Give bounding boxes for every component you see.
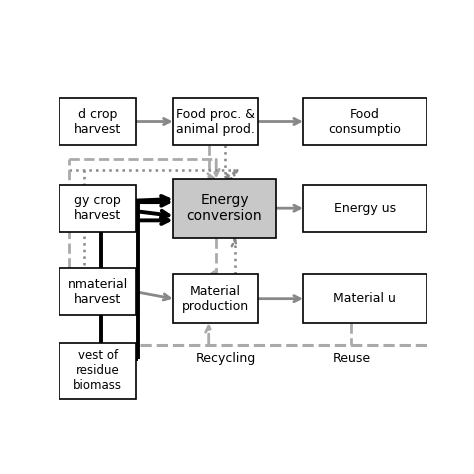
FancyBboxPatch shape (59, 98, 136, 145)
Text: Reuse: Reuse (332, 352, 371, 365)
FancyBboxPatch shape (173, 274, 258, 323)
Text: Energy us: Energy us (334, 202, 396, 215)
Text: Recycling: Recycling (195, 352, 255, 365)
Text: nmaterial
harvest: nmaterial harvest (67, 278, 128, 306)
FancyBboxPatch shape (303, 98, 427, 145)
FancyBboxPatch shape (173, 98, 258, 145)
Text: Food proc. &
animal prod.: Food proc. & animal prod. (176, 108, 255, 136)
Text: gy crop
harvest: gy crop harvest (74, 194, 121, 222)
FancyBboxPatch shape (303, 185, 427, 232)
FancyBboxPatch shape (173, 179, 276, 238)
Text: vest of
residue
biomass: vest of residue biomass (73, 349, 122, 392)
FancyBboxPatch shape (303, 274, 427, 323)
FancyBboxPatch shape (59, 185, 136, 232)
FancyBboxPatch shape (59, 343, 136, 399)
Text: d crop
harvest: d crop harvest (74, 108, 121, 136)
Text: Material u: Material u (333, 292, 396, 305)
FancyBboxPatch shape (59, 268, 136, 315)
Text: Food
consumptio: Food consumptio (328, 108, 401, 136)
Text: Material
production: Material production (182, 285, 249, 313)
Text: Energy
conversion: Energy conversion (187, 193, 263, 223)
